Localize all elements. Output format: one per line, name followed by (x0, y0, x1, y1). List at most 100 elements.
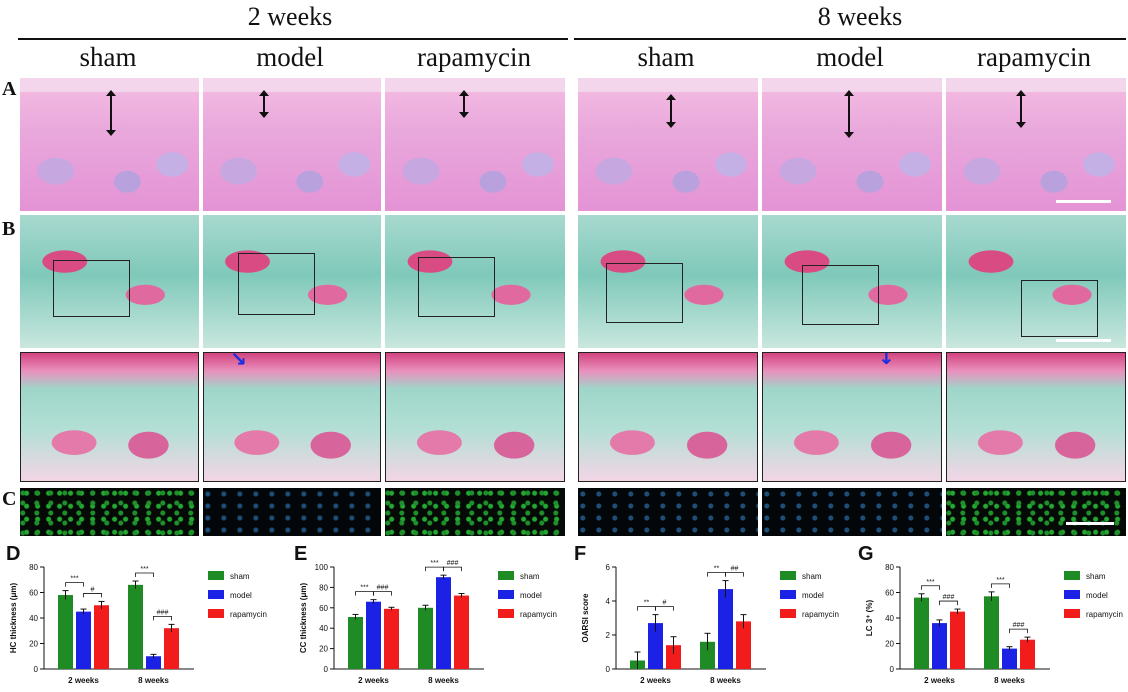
bar (366, 601, 381, 669)
chart-e: 0 20 40 60 80 100 CC thickness (μm) 2 weeks *** #… (299, 560, 557, 685)
bar (348, 616, 363, 669)
bar (76, 611, 91, 669)
bar (648, 623, 663, 669)
y-axis-label: HC thickness (μm) (9, 583, 18, 654)
y-axis-label: OARSI score (581, 593, 590, 642)
y-tick-label: 40 (885, 614, 894, 623)
column-label-sham-2w: sham (79, 42, 137, 72)
bar (418, 607, 433, 669)
blue-arrow-icon: ↓ (878, 352, 895, 369)
bar (436, 577, 451, 669)
legend-swatch (498, 609, 514, 618)
scale-bar (1056, 200, 1111, 203)
bar (932, 623, 947, 669)
significance-bracket (939, 600, 958, 606)
chart-d: 0 20 40 60 80 HC thickness (μm) 2 weeks *** #8 w… (9, 563, 267, 685)
significance-bracket (65, 582, 84, 587)
legend-swatch (208, 571, 224, 580)
bar (454, 595, 469, 669)
column-label-model-8w: model (816, 42, 884, 72)
legend-label: sham (230, 572, 250, 581)
bar (950, 611, 965, 669)
he-image-sham-8w (578, 78, 758, 211)
column-label-rapamycin-2w: rapamycin (417, 42, 531, 72)
y-tick-label: 20 (29, 640, 38, 649)
y-tick-label: 100 (315, 563, 329, 572)
he-image-rapamycin-2w (385, 78, 565, 211)
legend-swatch (1064, 590, 1080, 599)
significance-label: *** (926, 579, 934, 586)
significance-bracket (991, 583, 1010, 588)
y-tick-label: 80 (29, 563, 38, 572)
safranin-overview-rapamycin-2w (385, 215, 565, 348)
x-tick-label: 8 weeks (428, 676, 459, 685)
significance-label: # (91, 586, 95, 593)
legend-swatch (1064, 609, 1080, 618)
y-tick-label: 40 (319, 624, 328, 633)
significance-label: ### (377, 585, 389, 592)
column-label-sham-8w: sham (637, 42, 695, 72)
significance-label: *** (430, 560, 438, 567)
significance-label: *** (996, 577, 1004, 584)
y-tick-label: 0 (890, 665, 895, 674)
legend-label: sham (1086, 572, 1106, 581)
significance-label: *** (70, 576, 78, 583)
x-tick-label: 2 weeks (640, 676, 671, 685)
safranin-zoom-model-8w: ↓ (762, 352, 942, 482)
safranin-zoom-rapamycin-2w (385, 352, 565, 482)
legend-label: rapamycin (802, 610, 839, 619)
he-image-rapamycin-8w (946, 78, 1126, 211)
significance-label: ### (447, 560, 459, 567)
legend-label: sham (520, 572, 540, 581)
bar (718, 589, 733, 669)
panel-label-d: D (6, 543, 21, 565)
column-label-rapamycin-8w: rapamycin (977, 42, 1091, 72)
y-tick-label: 60 (885, 589, 894, 598)
x-tick-label: 8 weeks (994, 676, 1025, 685)
bar (164, 628, 179, 669)
y-tick-label: 2 (606, 631, 611, 640)
legend-label: rapamycin (1086, 610, 1123, 619)
bar (128, 584, 143, 669)
y-tick-label: 60 (29, 589, 38, 598)
y-tick-label: 60 (319, 604, 328, 613)
legend-label: model (230, 591, 252, 600)
bar (914, 597, 929, 669)
safranin-overview-model-2w (203, 215, 381, 348)
legend-swatch (1064, 571, 1080, 580)
chart-g: 0 20 40 60 80 LC 3⁺ (%) 2 weeks *** ### 8 weeks **… (865, 563, 1123, 685)
significance-bracket (1009, 628, 1028, 634)
bar (1020, 639, 1035, 669)
fluorescence-image-sham-8w (578, 488, 758, 536)
fluorescence-image-rapamycin-2w (385, 488, 565, 536)
x-tick-label: 2 weeks (358, 676, 389, 685)
significance-bracket (443, 566, 462, 572)
y-tick-label: 6 (606, 563, 611, 572)
legend-label: sham (802, 572, 822, 581)
legend-label: rapamycin (230, 610, 267, 619)
significance-bracket (83, 593, 102, 598)
legend-swatch (780, 571, 796, 580)
safranin-overview-rapamycin-8w (946, 215, 1126, 348)
bar (58, 595, 73, 669)
fluorescence-image-model-8w (762, 488, 942, 536)
column-label-model-2w: model (256, 42, 324, 72)
y-axis-label: LC 3⁺ (%) (865, 600, 874, 637)
significance-label: ### (157, 609, 169, 616)
blue-arrow-icon: ↘ (230, 352, 247, 371)
y-tick-label: 4 (606, 597, 611, 606)
legend-label: model (520, 591, 542, 600)
x-tick-label: 8 weeks (138, 676, 169, 685)
bar (984, 596, 999, 669)
scale-bar (1056, 339, 1111, 342)
bar (666, 645, 681, 669)
row-label-b: B (2, 218, 16, 240)
safranin-zoom-model-2w: ↘ (203, 352, 381, 482)
he-image-model-2w (203, 78, 381, 211)
y-tick-label: 0 (324, 665, 329, 674)
panel-label-e: E (294, 543, 308, 565)
significance-label: ** (714, 566, 720, 573)
fluorescence-image-rapamycin-8w (946, 488, 1126, 536)
significance-label: ** (644, 600, 650, 607)
panel-label-f: F (574, 543, 587, 565)
